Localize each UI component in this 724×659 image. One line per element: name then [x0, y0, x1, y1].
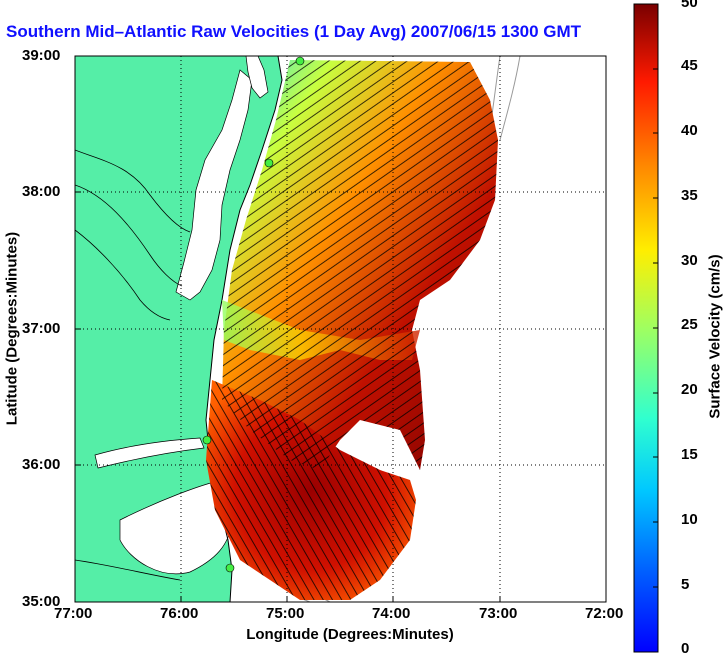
- y-tick-label: 36:00: [22, 456, 61, 473]
- colorbar-ticks: [653, 3, 658, 653]
- x-tick-label: 72:00: [585, 605, 624, 622]
- colorbar-tick-label: 5: [681, 576, 690, 593]
- station-marker: [202, 435, 212, 445]
- y-tick-label: 38:00: [22, 183, 61, 200]
- x-tick-label: 75:00: [266, 605, 305, 622]
- river-2: [75, 184, 183, 287]
- grid-lines: [75, 56, 606, 602]
- x-axis-label: Longitude (Degrees:Minutes): [246, 626, 454, 643]
- station-marker: [264, 158, 274, 168]
- potomac-river: [75, 149, 191, 233]
- x-tick-label: 76:00: [160, 605, 199, 622]
- albemarle-sound: [94, 437, 205, 469]
- velocity-vectors-south: [206, 380, 416, 600]
- x-tick-label: 74:00: [372, 605, 411, 622]
- colorbar-tick-label: 20: [681, 381, 698, 398]
- station-marker: [225, 563, 235, 573]
- station-marker: [295, 56, 305, 66]
- x-tick-label: 77:00: [54, 605, 93, 622]
- colorbar-tick-label: 15: [681, 446, 698, 463]
- delaware-bay: [245, 56, 269, 99]
- chesapeake-bay: [175, 69, 253, 301]
- map-title: Southern Mid–Atlantic Raw Velocities (1 …: [6, 22, 582, 41]
- colorbar-label: Surface Velocity (cm/s): [706, 254, 724, 419]
- colorbar-tick-label: 25: [681, 316, 698, 333]
- colorbar-tick-label: 35: [681, 187, 698, 204]
- river-3: [75, 229, 171, 321]
- y-tick-label: 35:00: [22, 593, 61, 610]
- axis-ticks: [75, 191, 501, 602]
- y-tick-label: 37:00: [22, 320, 61, 337]
- colorbar-tick-label: 45: [681, 57, 698, 74]
- colorbar-tick-label: 0: [681, 640, 690, 657]
- colorbar-tick-label: 30: [681, 252, 698, 269]
- y-tick-label: 39:00: [22, 47, 61, 64]
- y-axis-label: Latitude (Degrees:Minutes): [3, 231, 21, 426]
- pamlico-sound: [119, 479, 233, 575]
- colorbar-tick-label: 10: [681, 511, 698, 528]
- colorbar-tick-label: 50: [681, 0, 698, 11]
- colorbar-tick-label: 40: [681, 122, 698, 139]
- land-mass: [75, 56, 282, 602]
- velocity-vectors: [222, 60, 498, 470]
- x-tick-label: 73:00: [479, 605, 518, 622]
- river-4: [75, 559, 181, 581]
